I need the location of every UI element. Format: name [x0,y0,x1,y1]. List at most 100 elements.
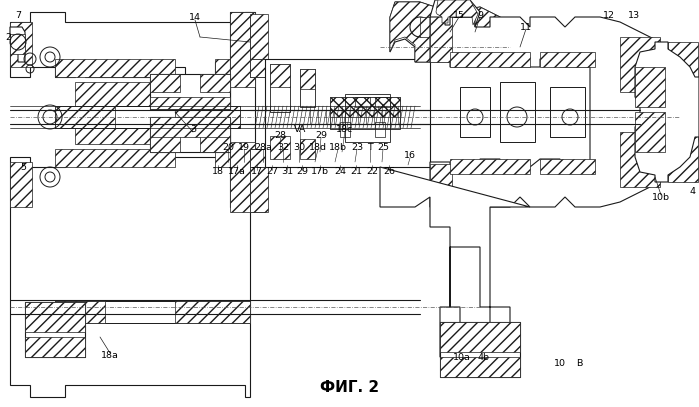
Bar [450,159,530,174]
Bar [300,69,315,89]
Bar [430,164,452,212]
Text: 11: 11 [520,22,532,31]
Bar [540,52,595,67]
Polygon shape [390,2,510,62]
Polygon shape [436,0,478,25]
Bar [55,301,105,323]
Text: 29: 29 [296,168,308,177]
Bar [620,37,660,92]
Bar [55,149,175,167]
Bar [230,12,255,87]
Bar [200,74,230,92]
Polygon shape [635,42,699,182]
Bar [25,302,85,357]
Bar [330,97,400,117]
Text: 5: 5 [20,162,26,171]
Bar [215,59,250,77]
Bar [270,64,290,87]
Text: ФИГ. 2: ФИГ. 2 [320,379,380,394]
Text: 19: 19 [238,142,250,151]
Bar [668,42,698,102]
Text: 18a: 18a [101,350,119,359]
Bar [620,132,660,187]
Bar [375,97,390,107]
Text: 29: 29 [315,131,327,140]
Bar [300,139,315,159]
Text: 21: 21 [350,168,362,177]
Bar [10,162,32,207]
Bar [230,12,255,207]
Text: 3: 3 [190,125,196,133]
Bar [250,14,268,62]
Text: 10: 10 [554,359,566,368]
Bar [460,87,490,137]
Bar [500,82,535,142]
Text: 24: 24 [334,168,346,177]
Text: 18d: 18d [309,142,327,151]
Polygon shape [430,0,480,27]
Bar [330,97,400,129]
Text: 4: 4 [689,188,695,197]
Text: 14: 14 [189,13,201,22]
Bar [250,164,268,212]
Bar [265,59,430,167]
Text: 20: 20 [222,142,234,151]
Bar [75,82,220,110]
Bar [150,97,230,109]
Text: 32: 32 [277,142,289,151]
Text: 28a: 28a [254,142,272,151]
Text: 16: 16 [404,151,416,160]
Text: 27: 27 [266,168,278,177]
Bar [270,136,290,159]
Bar [635,112,665,152]
Text: 23: 23 [351,142,363,151]
Text: 30: 30 [293,142,305,151]
Bar [230,142,255,212]
Bar [430,14,452,62]
Text: 17b: 17b [311,168,329,177]
Bar [75,116,220,144]
Text: 4b: 4b [478,352,490,361]
Bar [345,94,390,142]
Text: B: B [576,359,582,368]
Bar [175,106,240,128]
Text: 10a: 10a [453,352,471,361]
Text: 18b: 18b [329,142,347,151]
Text: 9: 9 [477,11,483,20]
Bar [420,17,440,37]
Text: VA: VA [294,125,306,133]
Bar [55,59,175,77]
Bar [340,122,350,137]
Bar [150,74,180,92]
Bar [375,122,385,137]
Bar [250,149,430,167]
Bar [75,108,220,116]
Polygon shape [390,2,510,62]
Bar [150,74,230,109]
Text: 22: 22 [366,168,378,177]
Text: 17a: 17a [228,168,246,177]
Bar [150,117,230,152]
Bar [25,337,85,357]
Text: 31: 31 [281,168,293,177]
Bar [550,87,585,137]
Bar [300,69,315,107]
Text: 10b: 10b [652,193,670,201]
Text: 17: 17 [251,168,263,177]
Bar [540,159,595,174]
Text: 12: 12 [603,11,615,20]
Text: T: T [367,142,373,151]
Bar [270,64,290,112]
Bar [440,322,520,352]
Bar [10,34,25,54]
Bar [200,134,230,152]
Bar [175,301,250,323]
Bar [25,302,85,332]
Bar [55,106,115,128]
Polygon shape [430,17,699,207]
Bar [55,106,240,128]
Text: 7: 7 [15,11,21,20]
Polygon shape [10,27,25,62]
Text: 26: 26 [383,168,395,177]
Bar [250,59,430,77]
